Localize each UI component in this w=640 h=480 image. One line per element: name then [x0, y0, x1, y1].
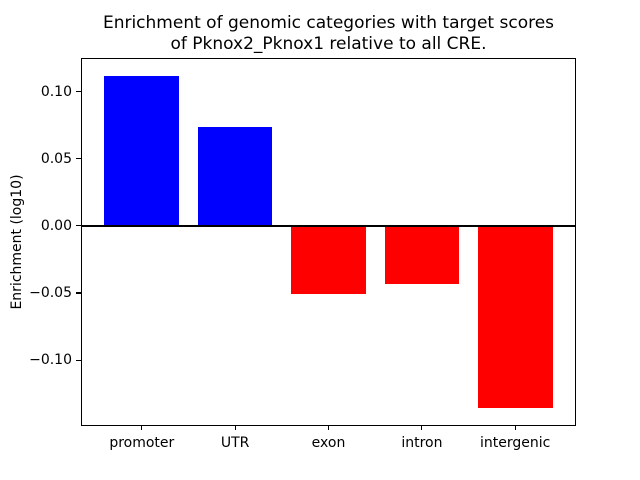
- plot-area: [81, 58, 576, 426]
- x-tick-label-exon: exon: [311, 435, 346, 451]
- y-tick-label: 0.00: [40, 217, 72, 234]
- x-tick-label-promoter: promoter: [109, 435, 175, 451]
- bar-UTR: [197, 126, 273, 226]
- bar-intron: [384, 225, 460, 284]
- x-tick-label-intron: intron: [401, 435, 443, 451]
- bar-exon: [291, 225, 366, 295]
- bar-intergenic: [477, 225, 553, 409]
- zero-line: [82, 224, 575, 227]
- x-tick-label-UTR: UTR: [220, 435, 250, 451]
- y-axis-label: Enrichment (log10): [9, 174, 25, 310]
- bar-promoter: [104, 75, 180, 226]
- y-tick-label: −0.05: [29, 285, 72, 301]
- x-tick-label-intergenic: intergenic: [480, 435, 551, 451]
- y-tick-label: 0.10: [40, 83, 72, 100]
- y-tick-label: 0.05: [40, 150, 72, 167]
- y-tick-label: −0.10: [29, 352, 72, 369]
- chart-title: Enrichment of genomic categories with ta…: [102, 13, 555, 54]
